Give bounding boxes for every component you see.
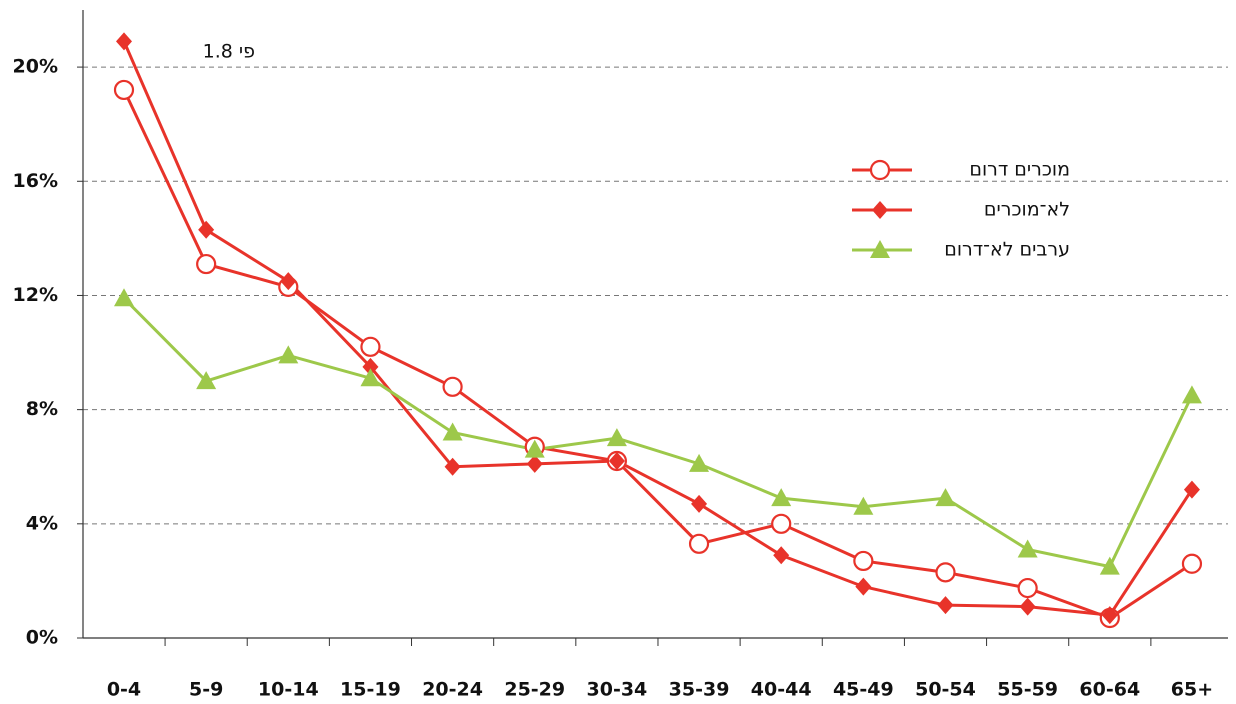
data-point (442, 376, 463, 397)
y-tick-label: 0% (26, 627, 58, 649)
legend-marker (870, 240, 890, 258)
data-point (442, 422, 463, 441)
y-tick-label: 8% (26, 398, 58, 420)
data-point (116, 32, 132, 51)
data-point (853, 550, 874, 572)
data-point (196, 371, 217, 390)
data-point (1099, 556, 1120, 575)
data-point (771, 513, 792, 534)
data-point (688, 533, 710, 554)
data-point (689, 453, 710, 472)
data-point (937, 596, 954, 615)
data-point (444, 457, 461, 476)
data-point (771, 488, 792, 507)
x-tick-label: 25-29 (504, 679, 565, 701)
y-tick-label: 20% (13, 56, 58, 78)
legend-marker (872, 201, 888, 219)
data-point (278, 345, 299, 364)
x-tick-label: 65+ (1171, 679, 1213, 701)
series-line (122, 297, 1194, 569)
annotation: פי 1.8 (203, 41, 255, 63)
x-tick-label: 40-44 (751, 679, 812, 701)
data-point (855, 577, 872, 596)
data-point (362, 357, 379, 376)
data-point (853, 496, 874, 515)
data-point (935, 488, 956, 507)
data-point (114, 288, 134, 307)
data-point (1017, 539, 1038, 558)
legend-label: לא־מוכרים (984, 199, 1070, 221)
x-tick-label: 5-9 (189, 679, 223, 701)
data-point (1181, 385, 1202, 404)
data-point (1101, 606, 1118, 625)
data-point (524, 439, 545, 458)
data-point (360, 336, 381, 357)
x-tick-label: 35-39 (669, 679, 730, 701)
data-point (360, 368, 381, 387)
legend-marker (869, 159, 891, 181)
data-point (773, 546, 790, 565)
data-point (1181, 553, 1203, 574)
x-tick-label: 45-49 (833, 679, 894, 701)
data-point (198, 220, 215, 239)
x-tick-label: 20-24 (422, 679, 483, 701)
x-tick-label: 30-34 (587, 679, 648, 701)
data-point (935, 562, 956, 583)
data-point (526, 454, 543, 473)
series-line (122, 40, 1194, 617)
y-tick-label: 4% (26, 512, 58, 534)
data-point (280, 272, 297, 291)
data-point (113, 79, 135, 101)
data-point (691, 494, 708, 513)
data-point (1019, 597, 1036, 616)
data-point (196, 253, 217, 275)
legend-label: ערבים לא־דרום (944, 239, 1070, 261)
data-point (1183, 480, 1200, 499)
data-point (606, 428, 627, 447)
x-tick-label: 55-59 (997, 679, 1058, 701)
x-tick-label: 60-64 (1079, 679, 1140, 701)
x-tick-label: 0-4 (107, 679, 141, 701)
x-tick-label: 10-14 (258, 679, 319, 701)
data-point (1017, 577, 1038, 599)
legend-label: מוכרים דרום (969, 159, 1070, 181)
x-tick-label: 50-54 (915, 679, 976, 701)
data-point (608, 452, 625, 471)
x-tick-label: 15-19 (340, 679, 401, 701)
y-tick-label: 16% (13, 170, 58, 192)
y-tick-label: 12% (13, 284, 58, 306)
